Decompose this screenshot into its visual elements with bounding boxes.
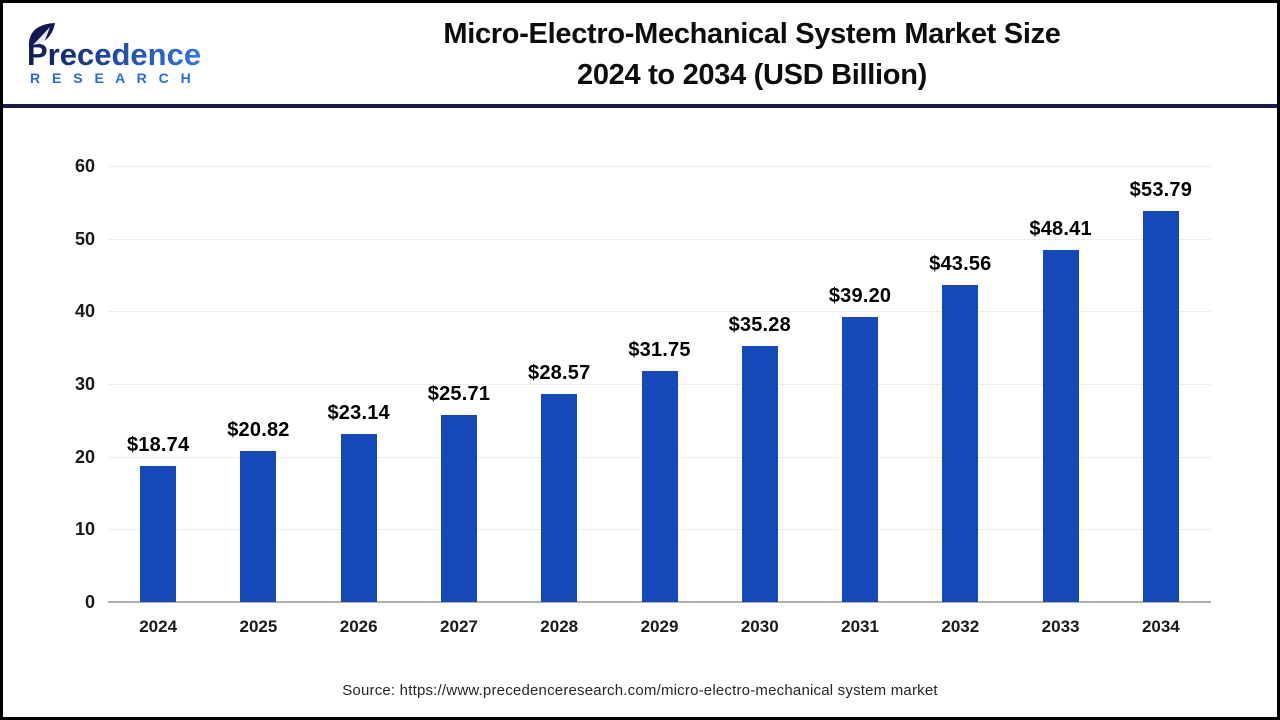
x-tick-label-2024: 2024 [139,617,178,636]
x-tick-label-2033: 2033 [1041,617,1080,636]
x-tick-label-2028: 2028 [540,617,579,636]
x-tick-label-2029: 2029 [640,617,679,636]
precedence-logo: Precedence R E S E A R C H [19,21,234,89]
value-label-2024: $18.74 [126,433,190,456]
bar-2024 [140,465,177,602]
chart-title-line1: Micro-Electro-Mechanical System Market S… [443,18,1061,50]
value-label-2030: $35.28 [728,313,791,336]
precedence-leaf-highlight [33,27,50,45]
bar-2025 [240,450,277,602]
gridline-50 [108,238,1211,240]
bar-2032 [942,285,979,602]
x-tick-label-2027: 2027 [440,617,478,636]
y-tick-label-30: 30 [74,374,95,394]
gridline-60 [108,166,1211,167]
chart-plot-area: 0 10 20 30 40 50 60 $18.74 2024 $20.82 2025 $23.14 2… [3,3,1277,717]
y-tick-label-40: 40 [74,301,95,322]
bar-2026 [340,433,377,602]
header-divider [3,104,1277,108]
chart-title-line2: 2024 to 2034 (USD Billion) [577,59,927,91]
logo-brand-text: Precedence [27,37,201,72]
y-tick-label-20: 20 [74,446,95,467]
x-axis-line [108,601,1211,603]
value-label-2032: $43.56 [929,253,992,276]
bar-2029 [641,371,678,602]
x-tick-label-2034: 2034 [1141,617,1180,636]
y-tick-label-10: 10 [74,519,95,540]
y-tick-label-60: 60 [74,156,95,176]
bar-2028 [541,394,578,602]
bar-2031 [842,317,879,602]
x-tick-label-2030: 2030 [740,617,779,636]
y-tick-label-50: 50 [74,228,95,249]
x-tick-label-2032: 2032 [941,617,980,636]
value-label-2029: $31.75 [628,339,691,362]
bar-2034 [1142,211,1179,602]
precedence-logo-svg: Precedence R E S E A R C H [27,23,201,86]
chart-title: Micro-Electro-Mechanical System Market S… [235,14,1269,96]
value-label-2031: $39.20 [828,285,892,308]
y-tick-label-0: 0 [84,592,95,612]
value-label-2028: $28.57 [528,362,591,385]
bar-2030 [741,345,778,602]
bar-2027 [440,415,477,602]
x-tick-label-2026: 2026 [339,617,378,636]
header: Precedence R E S E A R C H Micro-Electro… [3,3,1277,103]
bar-2033 [1042,250,1079,602]
x-tick-label-2031: 2031 [841,617,879,636]
logo-subtitle-text: R E S E A R C H [30,70,195,86]
source-text: Source: https://www.precedenceresearch.c… [342,682,938,699]
value-label-2027: $25.71 [427,383,491,406]
gridline-40 [108,311,1211,313]
value-label-2026: $23.14 [327,401,390,424]
value-label-2025: $20.82 [227,418,290,441]
value-label-2033: $48.41 [1029,218,1092,241]
x-tick-label-2025: 2025 [239,617,278,636]
value-label-2034: $53.79 [1129,179,1193,202]
